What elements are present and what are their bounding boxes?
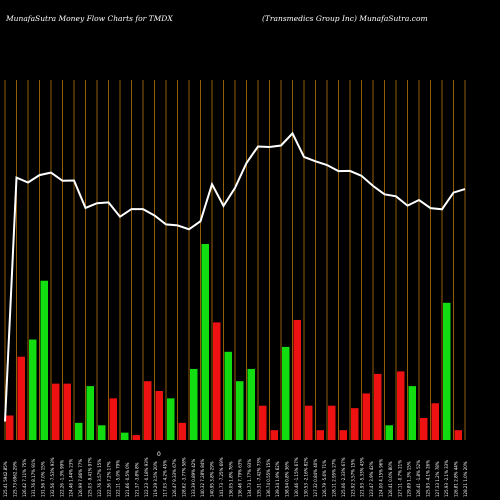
money-flow-bar	[408, 386, 416, 440]
money-flow-bar	[29, 339, 37, 440]
money-flow-bar	[259, 405, 267, 440]
x-tick-label: 122.26 -1.3% 99%	[59, 460, 64, 497]
x-tick-label: 138.94 0.8% 36%	[285, 461, 290, 497]
money-flow-bar	[213, 322, 221, 440]
x-tick-label: 125.06 -2.33% 67%	[341, 457, 346, 497]
x-tick-label: 125.93 -4.1% 26%	[425, 460, 430, 497]
x-tick-label: 136.74 0.55% 15%	[266, 459, 271, 497]
money-flow-bar	[86, 386, 94, 440]
x-tick-label: 125.41 5942.85%	[3, 461, 8, 497]
x-tick-label: 122.11 -5.0% 79%	[116, 460, 121, 497]
x-tick-label: 122.36 7.2% 17%	[106, 461, 111, 497]
money-flow-bar	[374, 373, 382, 440]
money-flow-bar	[339, 430, 347, 440]
header-right-title: (Transmedics Group Inc) MunafaSutra.com	[262, 14, 428, 23]
money-flow-bar	[224, 351, 232, 440]
money-flow-bar	[316, 430, 324, 440]
money-flow-bar	[17, 356, 25, 440]
grid-lines	[4, 80, 466, 440]
x-tick-label: 128.21 1.0% 20%	[463, 461, 468, 497]
x-tick-label: 124.46 1.44% 23%	[69, 459, 74, 497]
money-flow-bar	[431, 403, 439, 440]
x-tick-label: 140.95 3.8% 29%	[210, 461, 215, 497]
money-flow-bar	[351, 408, 359, 440]
x-tick-label: 130.53 -2.16% 82%	[303, 457, 308, 497]
money-flow-bar	[52, 383, 60, 440]
money-flow-bar	[454, 430, 462, 440]
x-tick-label: 117.03 -4.2% 45%	[163, 460, 168, 497]
x-tick-label: 136.46 7.79% 63%	[238, 459, 243, 497]
money-flow-bar	[121, 432, 129, 440]
money-flow-bar	[132, 435, 140, 440]
x-tick-label: 125.73 6962.29%	[12, 461, 17, 497]
money-flow-bar	[167, 398, 175, 440]
x-tick-label: 139.34 1.9% 62%	[275, 461, 280, 497]
money-flow-bar	[109, 398, 117, 440]
x-tick-label: 121.93 -5.33% 43%	[360, 457, 365, 497]
x-tick-label: 131.56 7.0% 15%	[41, 461, 46, 497]
x-tick-label: 126.41 -1.8% 52%	[416, 460, 421, 497]
x-tick-label: 124.00 4.15% 96%	[379, 459, 384, 497]
x-tick-label: 126.79 -5.6% 71%	[322, 460, 327, 497]
money-flow-bar	[328, 405, 336, 440]
money-flow-bar	[443, 302, 451, 440]
x-tick-label: 126.41 0.0% 80%	[388, 461, 393, 497]
x-tick-label: 127.11 -0.7% 21%	[397, 460, 402, 497]
x-tick-label: 126.42 7.11% 75%	[22, 459, 27, 497]
x-tick-label: 135.31 -7.42% 73%	[256, 457, 261, 497]
header-left-title: MunafaSutra Money Flow Charts for TMDX	[5, 14, 173, 23]
x-tick-label: 131.76 8.17% 91%	[31, 459, 36, 497]
x-tick-label: 136.05 1.8% 76%	[228, 461, 233, 497]
x-tick-label: 121.66 -0.5% 0%	[125, 462, 130, 497]
x-tick-label: 128.62 -3.77% 58%	[181, 457, 186, 497]
x-tick-label: 127.33 1.2% 78%	[435, 461, 440, 497]
money-flow-bar	[397, 371, 405, 440]
money-flow-bar	[75, 422, 83, 440]
axis-mid-label: 0	[157, 451, 161, 458]
money-flow-bar	[293, 319, 301, 440]
x-tick-label: 119.29 3.5% 20%	[153, 461, 158, 497]
money-flow-bar	[201, 244, 209, 440]
x-tick-label: 130.46 -1.15% 67%	[294, 457, 299, 497]
x-tick-labels: 125.41 5942.85% 125.73 6962.29% 126.42 7.1…	[3, 457, 468, 497]
x-tick-label: 141.73 -7.25% 69%	[219, 457, 224, 497]
money-flow-bar	[178, 422, 186, 440]
x-tick-label: 122.76 3.57% 15%	[97, 459, 102, 497]
money-flow-bar	[6, 415, 14, 440]
x-tick-label: 123.92 3.57% 15%	[350, 459, 355, 497]
money-flow-bar	[362, 393, 370, 440]
x-tick-label: 133.39 0.89% 42%	[191, 459, 196, 497]
money-flow-bar	[144, 381, 152, 440]
money-flow-bars	[6, 244, 462, 440]
money-flow-bar	[98, 425, 106, 440]
x-tick-label: 126.81 2.8% 44%	[454, 461, 459, 497]
x-tick-label: 121.37 -3.8% 8%	[134, 462, 139, 497]
money-flow-bar	[305, 405, 313, 440]
money-flow-bar	[247, 368, 255, 440]
x-tick-label: 127.32 0.84% 40%	[313, 459, 318, 497]
x-tick-label: 132.56 -7.53% 93%	[50, 457, 55, 497]
x-tick-label: 134.73 1.77% 93%	[247, 459, 252, 497]
x-tick-label: 128.11 2.95% 27%	[332, 459, 337, 497]
x-tick-label: 123.47 3.9% 42%	[369, 461, 374, 497]
x-tick-label: 126.99 7.86% 77%	[78, 459, 83, 497]
x-tick-label: 125.03 -9.41% 97%	[87, 457, 92, 497]
money-flow-bar	[40, 280, 48, 440]
x-tick-label: 125.93 -2.1% 33%	[444, 460, 449, 497]
price-line	[4, 131, 466, 422]
money-flow-bar	[155, 391, 163, 440]
money-flow-bar	[236, 381, 244, 440]
money-flow-bar	[385, 425, 393, 440]
money-flow-bar	[282, 346, 290, 440]
x-tick-label: 140.32 7.28% 84%	[200, 459, 205, 497]
money-flow-bar	[420, 417, 428, 440]
x-tick-label: 129.89 1.3% 15%	[407, 461, 412, 497]
x-tick-label: 126.47 9.33% 67%	[172, 459, 177, 497]
money-flow-bar	[190, 368, 198, 440]
money-flow-bar	[63, 383, 71, 440]
x-tick-label: 122.23 -0.18% 93%	[144, 457, 149, 497]
money-flow-bar	[270, 430, 278, 440]
